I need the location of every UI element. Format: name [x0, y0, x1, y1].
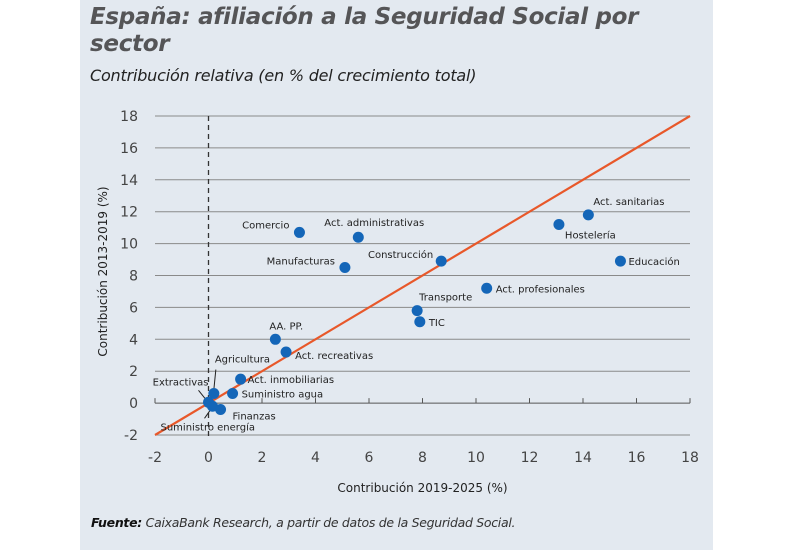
y-tick-label: 14 [120, 173, 138, 189]
data-point[interactable] [208, 388, 220, 400]
point-label: Extractivas [153, 377, 209, 388]
y-tick-label: 0 [129, 396, 138, 412]
x-axis-label: Contribución 2019-2025 (%) [337, 481, 507, 495]
point-label: Act. sanitarias [593, 197, 664, 208]
point-label: Comercio [242, 220, 289, 231]
data-point[interactable] [614, 255, 626, 267]
y-tick-label: 8 [129, 269, 138, 285]
source-text: CaixaBank Research, a partir de datos de… [141, 515, 516, 530]
x-tick-label: 4 [311, 450, 320, 466]
data-point[interactable] [352, 231, 364, 243]
data-point[interactable] [481, 282, 493, 294]
point-label: AA. PP. [269, 321, 303, 332]
source-note: Fuente: CaixaBank Research, a partir de … [91, 515, 515, 530]
y-tick-label: 18 [120, 109, 138, 125]
point-label: Agricultura [215, 355, 270, 366]
data-point[interactable] [411, 305, 423, 317]
y-tick-label: 16 [120, 141, 138, 157]
point-label: Transporte [418, 293, 472, 304]
point-label: Manufacturas [267, 257, 335, 268]
x-tick-label: 8 [418, 450, 427, 466]
leader-line [213, 369, 217, 390]
point-label: Act. profesionales [496, 284, 585, 295]
data-point[interactable] [339, 262, 351, 274]
data-point[interactable] [435, 255, 447, 267]
y-axis-ticks: -2 0 2 4 6 8 10 12 14 16 18 [120, 109, 138, 444]
y-tick-label: 12 [120, 205, 138, 221]
data-point[interactable] [280, 346, 292, 358]
x-axis-ticks: -2 0 2 4 6 8 10 12 14 16 18 [148, 398, 699, 466]
y-tick-label: 2 [129, 364, 138, 380]
x-tick-label: 16 [628, 450, 646, 466]
point-label: Educación [628, 256, 679, 268]
x-tick-label: 10 [467, 450, 485, 466]
data-point[interactable] [582, 209, 594, 221]
data-point[interactable] [269, 333, 281, 345]
data-point[interactable] [227, 388, 239, 400]
x-tick-label: 6 [365, 450, 374, 466]
point-labels: Comercio Act. administrativas Manufacturas… [153, 197, 680, 433]
source-label: Fuente: [91, 515, 142, 530]
point-label: TIC [428, 318, 445, 329]
x-tick-label: 14 [574, 450, 592, 466]
y-tick-label: -2 [124, 428, 138, 444]
y-tick-label: 6 [129, 300, 138, 316]
point-label: Act. recreativas [295, 351, 373, 362]
x-tick-label: 18 [681, 450, 699, 466]
data-point[interactable] [414, 316, 426, 328]
point-label: Suministro energía [161, 421, 255, 433]
point-label: Construcción [368, 249, 433, 261]
data-point[interactable] [215, 403, 227, 415]
chart-title: España: afiliación a la Seguridad Social… [90, 4, 639, 57]
chart-subtitle: Contribución relativa (en % del crecimie… [90, 66, 477, 85]
point-label: Hostelería [565, 229, 616, 241]
data-point[interactable] [235, 373, 247, 385]
x-tick-label: 0 [204, 450, 213, 466]
point-label: Finanzas [233, 411, 276, 422]
point-label: Act. administrativas [324, 218, 424, 229]
y-tick-label: 10 [120, 237, 138, 253]
x-tick-label: -2 [148, 450, 162, 466]
data-point[interactable] [553, 218, 565, 230]
point-label: Act. inmobiliarias [248, 375, 334, 386]
y-tick-label: 4 [129, 332, 138, 348]
y-axis-label: Contribución 2013-2019 (%) [96, 186, 110, 356]
data-point[interactable] [293, 226, 305, 238]
x-tick-label: 2 [258, 450, 267, 466]
point-label: Suministro agua [242, 390, 324, 401]
data-points [203, 209, 626, 415]
gridlines [155, 115, 690, 436]
x-tick-label: 12 [521, 450, 539, 466]
